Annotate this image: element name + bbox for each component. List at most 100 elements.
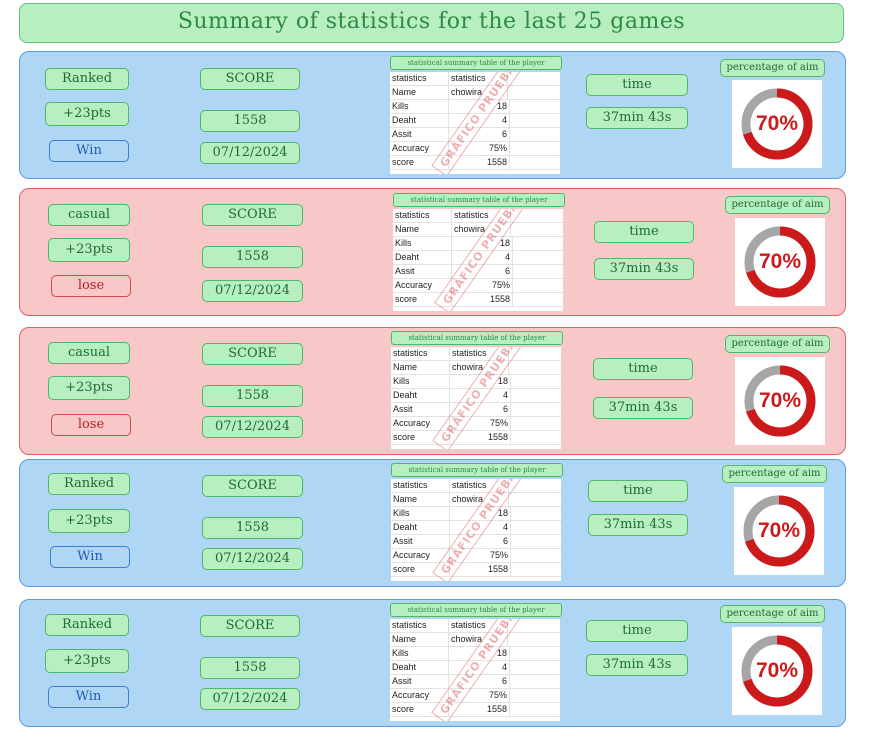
stats-table: statistics statistics Name chowira Kills 18… <box>391 479 561 581</box>
aim-donut-chart <box>741 635 813 707</box>
aim-donut-chart <box>744 365 816 437</box>
game-card[interactable]: casual +23pts lose SCORE 1558 07/12/2024… <box>19 327 846 455</box>
time-value: 37min 43s <box>586 107 688 129</box>
result-badge: lose <box>51 275 131 297</box>
table-row: Assit 6 <box>391 535 561 549</box>
aim-donut: 70% <box>735 357 825 445</box>
score-value: 1558 <box>200 110 300 132</box>
stats-table-title: statistical summary table of the player <box>391 463 563 477</box>
game-date: 07/12/2024 <box>202 280 303 302</box>
table-row: Name chowira <box>391 493 561 507</box>
stats-table-title: statistical summary table of the player <box>390 56 562 70</box>
aim-percentage: 70% <box>757 519 801 542</box>
time-label: time <box>588 480 688 502</box>
aim-donut-chart <box>743 495 815 567</box>
aim-label: percentage of aim <box>720 59 825 77</box>
mode-badge: Ranked <box>45 614 129 636</box>
table-row: score 1558 <box>393 293 563 307</box>
aim-fill-arc <box>744 226 816 298</box>
page-title: Summary of statistics for the last 25 ga… <box>177 9 686 34</box>
points-badge: +23pts <box>45 649 129 673</box>
table-row: Name chowira <box>390 633 560 647</box>
table-row: Name chowira <box>393 223 563 237</box>
aim-fill-arc <box>741 635 813 707</box>
table-row: score 1558 <box>390 156 560 170</box>
time-value: 37min 43s <box>588 514 688 536</box>
game-card[interactable]: Ranked +23pts Win SCORE 1558 07/12/2024 … <box>19 599 846 727</box>
aim-percentage: 70% <box>758 389 802 412</box>
time-value: 37min 43s <box>586 654 688 676</box>
game-date: 07/12/2024 <box>202 548 303 570</box>
table-row: Kills 18 <box>390 100 560 114</box>
mode-badge: casual <box>48 342 130 364</box>
page-title-banner: Summary of statistics for the last 25 ga… <box>19 3 844 43</box>
aim-donut-chart <box>741 88 813 160</box>
score-value: 1558 <box>202 246 303 268</box>
score-label: SCORE <box>202 475 303 497</box>
game-card[interactable]: casual +23pts lose SCORE 1558 07/12/2024… <box>19 188 846 316</box>
table-row: statistics statistics <box>390 619 560 633</box>
score-value: 1558 <box>200 657 300 679</box>
game-date: 07/12/2024 <box>200 142 300 164</box>
score-label: SCORE <box>200 68 300 90</box>
stats-table: statistics statistics Name chowira Kills 18… <box>390 619 560 721</box>
table-row: Deaht 4 <box>391 389 561 403</box>
score-label: SCORE <box>200 615 300 637</box>
mode-badge: casual <box>48 204 130 226</box>
table-row: Deaht 4 <box>393 251 563 265</box>
result-badge: lose <box>51 414 131 436</box>
aim-label: percentage of aim <box>725 196 830 214</box>
table-row: Assit 6 <box>393 265 563 279</box>
stats-table-title: statistical summary table of the player <box>390 603 562 617</box>
time-value: 37min 43s <box>593 397 693 419</box>
table-row: Deaht 4 <box>391 521 561 535</box>
result-badge: Win <box>48 686 129 708</box>
points-badge: +23pts <box>48 509 130 533</box>
table-row: Kills 18 <box>391 507 561 521</box>
table-row: score 1558 <box>390 703 560 717</box>
aim-fill-arc <box>743 495 815 567</box>
game-date: 07/12/2024 <box>202 416 303 438</box>
time-label: time <box>594 221 694 243</box>
score-label: SCORE <box>202 204 303 226</box>
stats-table: statistics statistics Name chowira Kills 18… <box>393 209 563 311</box>
aim-percentage: 70% <box>755 112 799 135</box>
table-row: Accuracy 75% <box>390 689 560 703</box>
table-row: Assit 6 <box>391 403 561 417</box>
game-card[interactable]: Ranked +23pts Win SCORE 1558 07/12/2024 … <box>19 459 846 587</box>
aim-donut-chart <box>744 226 816 298</box>
aim-donut: 70% <box>732 80 822 168</box>
table-row: Name chowira <box>390 86 560 100</box>
table-row: Kills 18 <box>393 237 563 251</box>
aim-percentage: 70% <box>758 250 802 273</box>
time-label: time <box>593 358 693 380</box>
table-row: Deaht 4 <box>390 114 560 128</box>
time-label: time <box>586 620 688 642</box>
aim-percentage: 70% <box>755 659 799 682</box>
stats-table-title: statistical summary table of the player <box>391 331 563 345</box>
table-row: Kills 18 <box>391 375 561 389</box>
aim-donut: 70% <box>732 627 822 715</box>
game-date: 07/12/2024 <box>200 688 300 710</box>
table-row: Deaht 4 <box>390 661 560 675</box>
table-row: Kills 18 <box>390 647 560 661</box>
aim-label: percentage of aim <box>725 335 830 353</box>
time-value: 37min 43s <box>594 258 694 280</box>
aim-donut: 70% <box>734 487 824 575</box>
aim-label: percentage of aim <box>722 465 827 483</box>
mode-badge: Ranked <box>48 473 130 495</box>
score-value: 1558 <box>202 385 303 407</box>
result-badge: Win <box>50 546 130 568</box>
table-row: statistics statistics <box>391 347 561 361</box>
game-card[interactable]: Ranked +23pts Win SCORE 1558 07/12/2024 … <box>19 51 846 179</box>
points-badge: +23pts <box>48 376 130 400</box>
points-badge: +23pts <box>48 238 130 262</box>
aim-label: percentage of aim <box>720 605 825 623</box>
table-row: Assit 6 <box>390 128 560 142</box>
result-badge: Win <box>49 140 129 162</box>
stats-table-title: statistical summary table of the player <box>393 193 565 207</box>
score-label: SCORE <box>202 343 303 365</box>
table-row: statistics statistics <box>391 479 561 493</box>
time-label: time <box>586 74 688 96</box>
table-row: Assit 6 <box>390 675 560 689</box>
